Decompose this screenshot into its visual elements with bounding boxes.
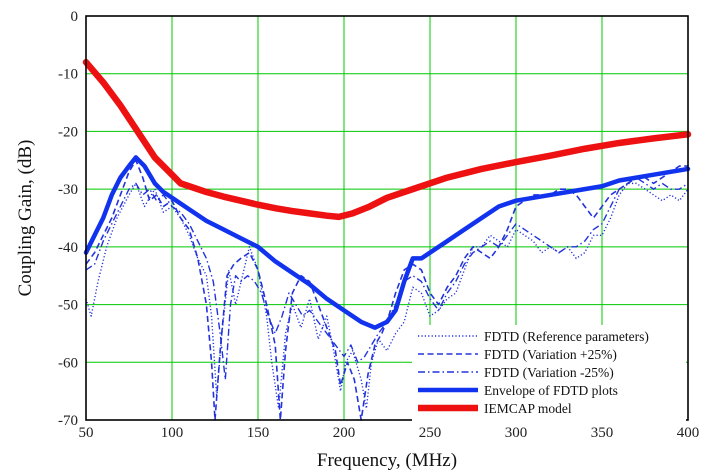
x-tick-label: 100 xyxy=(161,425,184,441)
legend-label-fdtd-variation-25: FDTD (Variation -25%) xyxy=(484,365,614,380)
y-axis-label: Coupling Gain, (dB) xyxy=(15,140,36,297)
legend-label-envelope-of-fdtd-plots: Envelope of FDTD plots xyxy=(484,383,618,398)
y-tick-label: -30 xyxy=(58,182,78,198)
legend-label-fdtd-reference-parameters: FDTD (Reference parameters) xyxy=(484,329,649,344)
x-tick-label: 300 xyxy=(505,425,528,441)
x-axis-label: Frequency, (MHz) xyxy=(317,450,457,471)
y-tick-label: 0 xyxy=(71,9,79,25)
x-tick-label: 400 xyxy=(677,425,700,441)
series-line-iemcap-model xyxy=(82,58,692,221)
x-tick-label: 200 xyxy=(333,425,356,441)
x-tick-label: 150 xyxy=(247,425,270,441)
legend-label-iemcap-model: IEMCAP model xyxy=(484,401,572,416)
series-line-fdtd-variation-25 xyxy=(85,159,688,421)
legend: FDTD (Reference parameters) FDTD (Variati… xyxy=(412,325,686,421)
y-tick-label: -20 xyxy=(58,124,78,140)
series-line-envelope-of-fdtd-plots xyxy=(83,155,691,330)
plot-frame xyxy=(85,15,689,421)
plot-series xyxy=(82,58,692,421)
legend-label-fdtd-variation-25: FDTD (Variation +25%) xyxy=(484,347,617,362)
y-tick-label: -60 xyxy=(58,355,78,371)
y-tick-label: -40 xyxy=(58,240,78,256)
y-tick-labels: 0 -10 -20 -30 -40 -50 -60 -70 xyxy=(58,9,78,429)
x-tick-label: 350 xyxy=(591,425,614,441)
y-tick-label: -10 xyxy=(58,67,78,83)
x-tick-labels: 50 100 150 200 250 300 350 400 xyxy=(79,425,700,441)
x-tick-label: 250 xyxy=(419,425,442,441)
y-tick-label: -70 xyxy=(58,413,78,429)
y-tick-label: -50 xyxy=(58,298,78,314)
x-tick-label: 50 xyxy=(79,425,94,441)
series-line-fdtd-variation-25 xyxy=(85,176,689,381)
